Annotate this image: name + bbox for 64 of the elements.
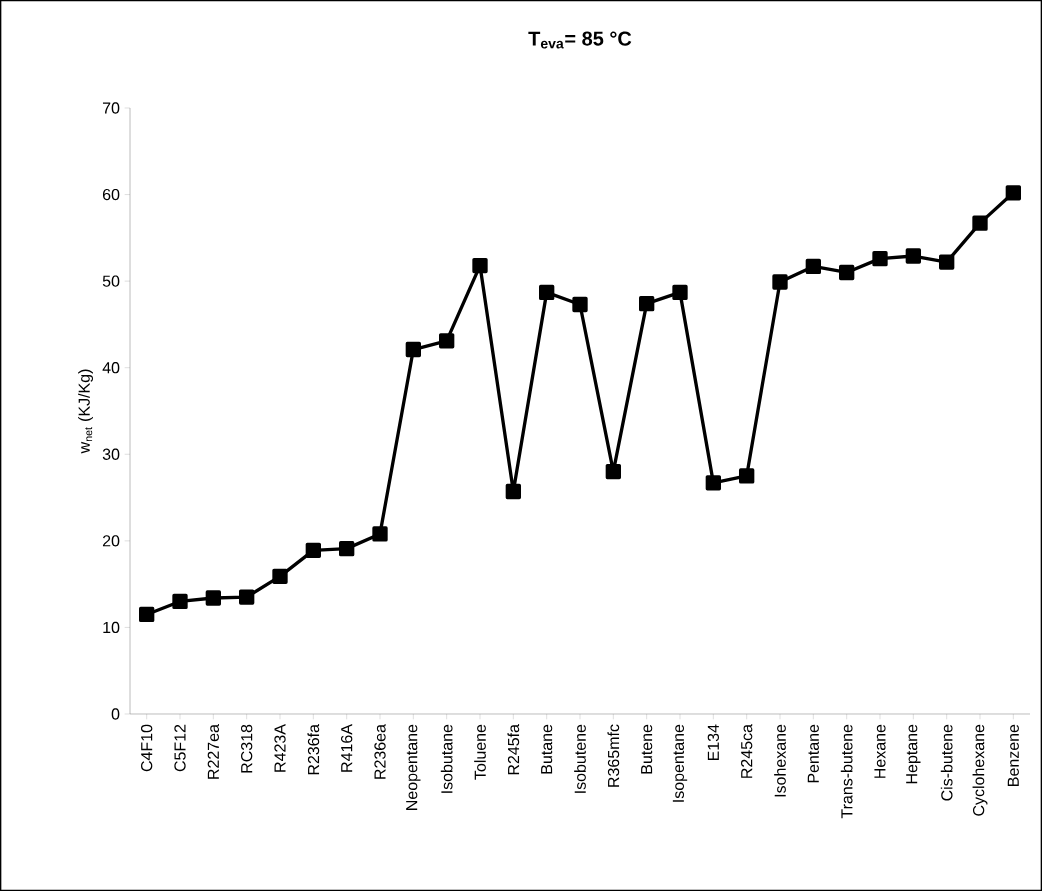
x-tick-label: Isobutane — [440, 724, 453, 793]
y-tick-label: 50 — [102, 275, 120, 287]
point — [539, 284, 555, 301]
point — [872, 250, 888, 267]
y-tick-label: 0 — [111, 708, 120, 720]
x-tick-label: C4F10 — [141, 724, 153, 772]
point — [972, 215, 988, 231]
x-tick-label: Isobutene — [574, 724, 586, 793]
point — [339, 540, 355, 557]
x-tick-label: Benzene — [1007, 724, 1019, 786]
point — [639, 295, 655, 312]
y-tick-label: 40 — [102, 362, 120, 374]
point — [205, 590, 222, 606]
point — [305, 542, 322, 559]
x-tick-label: Neopentane — [406, 724, 421, 810]
point — [939, 254, 955, 270]
x-tick-label: R245ca — [741, 724, 753, 778]
x-tick-label: Butane — [541, 724, 553, 774]
point — [739, 468, 755, 484]
chart-title: T$_{eva}$= 85 °C — [528, 31, 632, 49]
y-tick-label: 10 — [103, 621, 120, 634]
x-tick-label: Butene — [641, 724, 653, 774]
x-tick-label: R416A — [341, 724, 353, 772]
point — [405, 341, 422, 358]
x-tick-label: E134 — [707, 724, 719, 761]
point — [239, 589, 255, 605]
x-tick-label: R365mfc — [607, 724, 620, 787]
y-tick-label: 60 — [102, 188, 120, 201]
point — [1005, 185, 1022, 201]
x-tick-label: Heptane — [906, 724, 921, 784]
x-tick-label: C5F12 — [174, 724, 186, 772]
point — [472, 257, 488, 274]
point — [772, 274, 788, 290]
x-tick-label: Pentane — [807, 724, 819, 783]
x-tick-label: RC318 — [241, 724, 253, 773]
point — [905, 248, 922, 264]
point — [439, 333, 455, 349]
x-tick-label: Isohexane — [774, 724, 786, 797]
point — [572, 296, 588, 313]
x-tick-label: Toluene — [474, 724, 486, 780]
x-tick-label: R236ea — [374, 724, 386, 779]
point — [372, 526, 388, 542]
y-tick-label: 20 — [102, 535, 120, 547]
x-tick-label: R245fa — [507, 724, 520, 775]
point — [139, 606, 155, 623]
point — [172, 593, 188, 610]
point — [505, 483, 522, 500]
x-tick-label: Cis-butene — [940, 724, 953, 801]
y-tick-label: 30 — [102, 448, 120, 460]
point — [605, 463, 622, 480]
point — [805, 258, 822, 275]
point — [839, 264, 855, 281]
x-tick-label: Hexane — [874, 724, 886, 778]
x-tick-label: Trans-butene — [840, 724, 853, 819]
point — [272, 568, 288, 585]
x-tick-label: R227ea — [207, 724, 219, 779]
point — [672, 284, 688, 301]
y-axis-title: w$_{net}$ (KJ/Kg) — [78, 369, 94, 454]
y-tick-label: 70 — [102, 102, 120, 114]
x-tick-label: R423A — [274, 724, 286, 772]
x-tick-label: Isopentane — [672, 724, 688, 802]
x-tick-label: Cyclohexane — [972, 724, 988, 816]
x-tick-label: R236fa — [307, 724, 320, 775]
point — [705, 475, 722, 491]
